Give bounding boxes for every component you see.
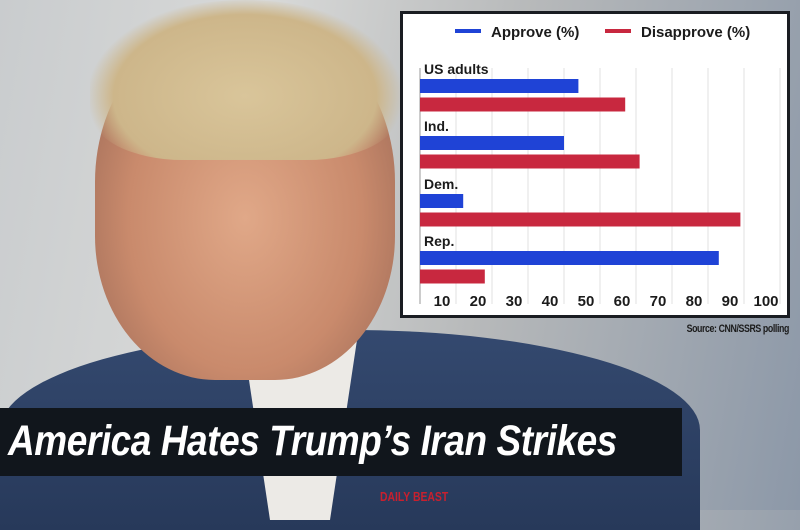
- x-tick-label: 80: [686, 293, 703, 310]
- bar-approve: [420, 251, 719, 265]
- headline: America Hates Trump’s Iran Strikes: [8, 417, 617, 465]
- headline-banner: America Hates Trump’s Iran Strikes: [0, 408, 682, 476]
- x-tick-label: 50: [578, 293, 595, 310]
- bar-disapprove: [420, 212, 741, 227]
- x-tick-label: 10: [434, 293, 451, 310]
- x-tick-label: 40: [542, 293, 559, 310]
- brand-logo: DAILY BEAST: [380, 489, 449, 504]
- legend-swatch: [605, 29, 631, 33]
- category-label: Ind.: [424, 118, 449, 134]
- bar-disapprove: [420, 97, 626, 112]
- x-tick-label: 30: [506, 293, 523, 310]
- bar-disapprove: [420, 269, 485, 284]
- legend-swatch: [455, 29, 481, 33]
- x-tick-label: 70: [650, 293, 667, 310]
- bar-approve: [420, 79, 579, 93]
- hair: [90, 0, 400, 160]
- x-tick-label: 100: [753, 293, 778, 310]
- x-tick-label: 60: [614, 293, 631, 310]
- source-note: Source: CNN/SSRS polling: [686, 323, 790, 335]
- bar-disapprove: [420, 154, 640, 169]
- bar-chart: 10 20 30 40 50 60 70 80 90 100 Approve (%) Disappro…: [419, 24, 781, 310]
- chart-panel: 10 20 30 40 50 60 70 80 90 100 Approve (%) Disappro…: [400, 11, 790, 318]
- legend-label: Disapprove (%): [641, 24, 750, 41]
- x-tick-label: 20: [470, 293, 487, 310]
- bar-approve: [420, 136, 564, 150]
- bar-approve: [420, 194, 464, 208]
- category-label: US adults: [424, 61, 489, 77]
- x-tick-label: 90: [722, 293, 739, 310]
- legend-label: Approve (%): [491, 24, 579, 41]
- category-label: Rep.: [424, 233, 454, 249]
- category-label: Dem.: [424, 176, 458, 192]
